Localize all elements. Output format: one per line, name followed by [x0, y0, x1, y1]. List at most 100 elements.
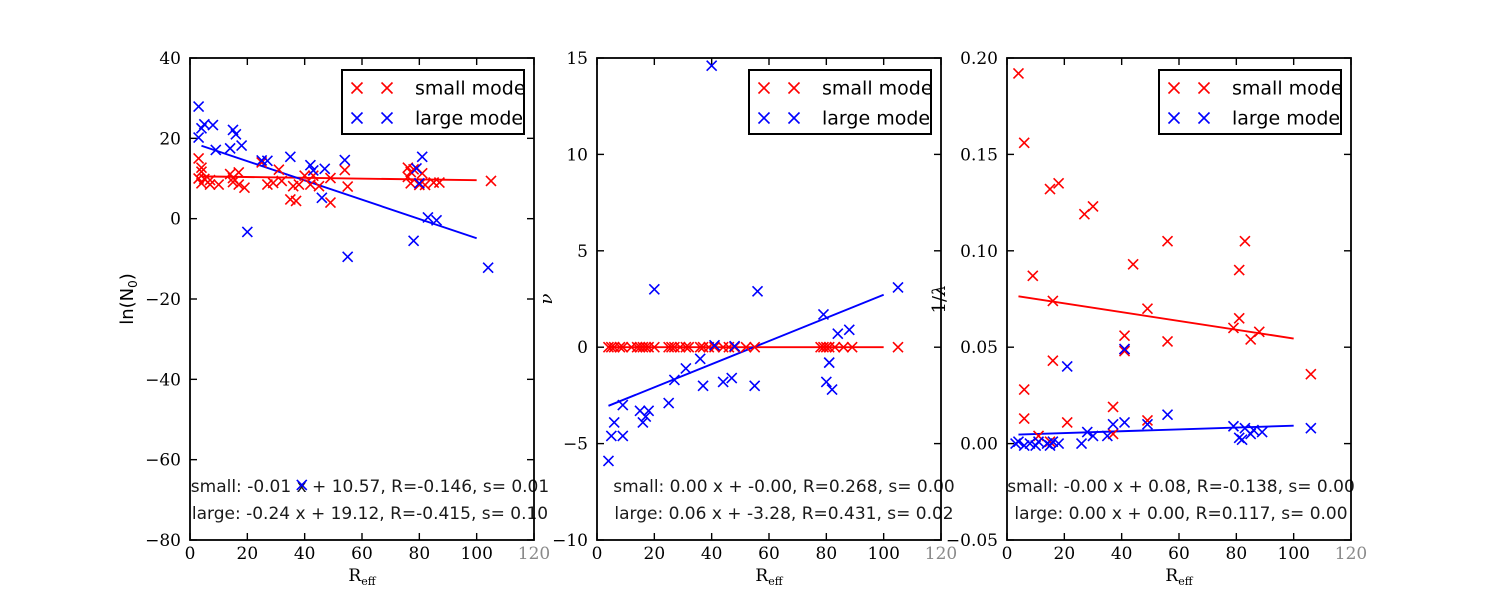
data-point-small-mode: [617, 341, 629, 353]
data-point-large-mode: [416, 151, 428, 163]
data-point-small-mode: [342, 180, 354, 193]
x-axis-label: Reff: [348, 566, 376, 588]
data-point-small-mode: [837, 341, 850, 353]
data-point-large-mode: [820, 376, 832, 388]
legend-label-large-mode: large mode: [822, 108, 930, 130]
data-point-large-mode: [241, 226, 253, 238]
data-point-small-mode: [640, 341, 652, 353]
data-point-large-mode: [1107, 418, 1119, 430]
data-point-large-mode: [1012, 436, 1025, 448]
data-point-small-mode: [405, 177, 417, 189]
series-large-mode: [1010, 343, 1317, 452]
data-point-large-mode: [668, 374, 680, 386]
data-point-large-mode: [430, 214, 443, 226]
x-tick-label: 80: [816, 544, 838, 564]
data-point-small-mode: [1047, 295, 1059, 307]
legend-label-large-mode: large mode: [415, 108, 523, 130]
legend-marker: [380, 81, 394, 95]
x-tick-label: 0: [592, 544, 603, 564]
data-point-small-mode: [1107, 401, 1119, 413]
series-large-mode: [193, 101, 494, 491]
data-point-large-mode: [1247, 424, 1260, 436]
legend: small mode large mode: [341, 69, 526, 135]
data-point-large-mode: [224, 142, 236, 154]
data-point-small-mode: [233, 166, 245, 179]
legend-box: [341, 69, 525, 135]
y-tick-label: −60: [145, 451, 181, 471]
legend-label-small-mode: small mode: [822, 78, 933, 100]
data-point-small-mode: [267, 177, 279, 189]
data-point-large-mode: [817, 308, 830, 320]
data-point-small-mode: [1127, 258, 1139, 270]
data-point-large-mode: [617, 399, 629, 411]
data-point-large-mode: [230, 128, 242, 140]
x-tick-label: 80: [1226, 544, 1248, 564]
y-tick-label: 0.20: [960, 49, 998, 69]
x-tick-label: 40: [1111, 544, 1133, 564]
panel-ln-n0: 0 20 40 60 80 100 120 40 20 0 −20 −40 −60 −80 ln(N0​) R…: [117, 49, 550, 588]
data-point-large-mode: [608, 416, 620, 428]
data-point-small-mode: [1141, 303, 1154, 315]
legend: small mode large mode: [748, 69, 933, 135]
data-point-large-mode: [1087, 430, 1099, 442]
data-point-large-mode: [316, 192, 328, 204]
data-point-large-mode: [304, 159, 316, 171]
legend-label-small-mode: small mode: [1232, 78, 1343, 100]
legend-marker: [1167, 81, 1181, 95]
data-point-large-mode: [1032, 436, 1045, 448]
legend-marker: [380, 111, 394, 125]
data-point-small-mode: [605, 341, 617, 353]
data-point-large-mode: [640, 411, 652, 423]
data-point-large-mode: [482, 262, 494, 274]
series-large-mode: [602, 60, 904, 467]
data-point-small-mode: [293, 178, 305, 191]
data-point-large-mode: [284, 151, 296, 163]
data-point-small-mode: [227, 176, 239, 188]
y-axis-label: 1/λ: [929, 285, 950, 314]
data-point-small-mode: [273, 164, 285, 176]
data-point-large-mode: [1161, 409, 1174, 421]
data-point-large-mode: [1075, 438, 1088, 450]
data-point-large-mode: [408, 235, 420, 247]
y-tick-label: −80: [145, 531, 181, 551]
data-point-large-mode: [605, 430, 617, 442]
data-point-small-mode: [1118, 330, 1131, 342]
data-point-large-mode: [832, 328, 844, 340]
data-point-small-mode: [304, 178, 316, 191]
x-tick-label: 0: [185, 544, 196, 564]
data-point-small-mode: [1027, 270, 1039, 282]
data-point-large-mode: [296, 479, 308, 491]
data-point-small-mode: [1053, 177, 1065, 189]
x-tick-label: 20: [644, 544, 666, 564]
plot-area: [1006, 57, 1352, 541]
fit-line-large-mode: [1018, 424, 1294, 436]
y-tick-label: −40: [145, 370, 181, 390]
x-tick-label: 60: [1168, 544, 1190, 564]
data-point-small-mode: [1233, 312, 1245, 324]
data-point-small-mode: [324, 197, 337, 209]
y-tick-label: −10: [552, 531, 588, 551]
data-point-large-mode: [1101, 430, 1113, 442]
data-point-small-mode: [846, 341, 858, 353]
data-point-small-mode: [1018, 137, 1030, 149]
y-tick-label: 0.10: [960, 242, 998, 262]
fit-line-large-mode: [608, 293, 885, 407]
data-point-large-mode: [717, 376, 729, 388]
plot-area: [596, 57, 942, 541]
data-point-small-mode: [290, 195, 302, 207]
data-point-small-mode: [694, 341, 706, 353]
x-tick-label: 100: [1277, 544, 1309, 564]
data-point-large-mode: [680, 362, 692, 374]
data-point-large-mode: [637, 416, 649, 428]
y-tick-label: 0.00: [960, 435, 998, 455]
legend: small mode large mode: [1158, 69, 1343, 135]
legend-label-large-mode: large mode: [1232, 108, 1340, 130]
x-tick-label: 40: [701, 544, 723, 564]
data-point-small-mode: [276, 175, 288, 187]
data-point-small-mode: [820, 341, 832, 353]
data-point-large-mode: [751, 285, 764, 297]
data-point-large-mode: [210, 144, 222, 156]
data-point-large-mode: [1227, 420, 1240, 432]
x-tick-label: 100: [460, 544, 492, 564]
data-point-large-mode: [195, 122, 208, 134]
